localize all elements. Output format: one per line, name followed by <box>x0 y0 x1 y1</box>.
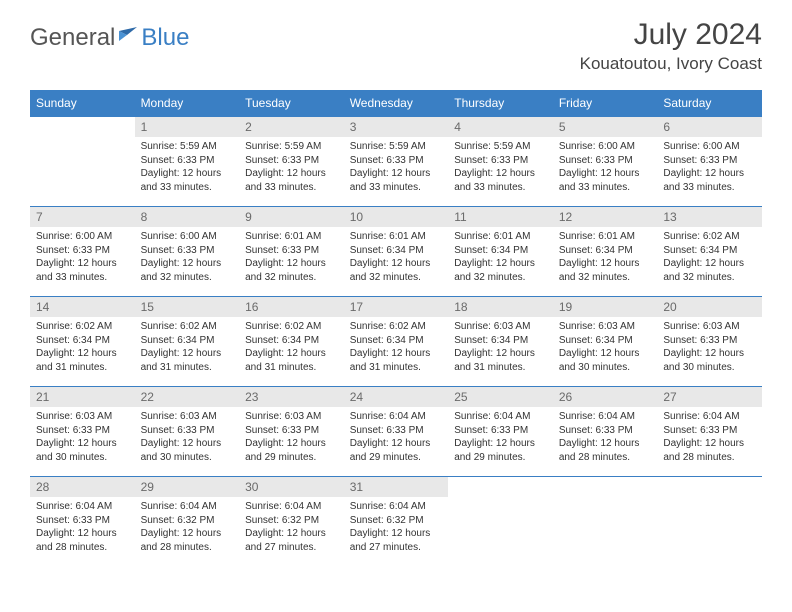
day-content-cell: Sunrise: 6:02 AMSunset: 6:34 PMDaylight:… <box>239 317 344 387</box>
calendar-table: SundayMondayTuesdayWednesdayThursdayFrid… <box>30 90 762 566</box>
day-number-cell: 7 <box>30 207 135 228</box>
day-number-row: 123456 <box>30 117 762 138</box>
day-number-cell: 3 <box>344 117 449 138</box>
weekday-header: Thursday <box>448 90 553 117</box>
logo-word2: Blue <box>141 24 189 52</box>
day-content-cell <box>657 497 762 566</box>
day-content-row: Sunrise: 6:03 AMSunset: 6:33 PMDaylight:… <box>30 407 762 477</box>
calendar-page: General Blue July 2024 Kouatoutou, Ivory… <box>0 0 792 576</box>
day-number-cell: 21 <box>30 387 135 408</box>
weekday-header: Friday <box>553 90 658 117</box>
day-content-cell: Sunrise: 6:01 AMSunset: 6:34 PMDaylight:… <box>553 227 658 297</box>
day-number-cell: 14 <box>30 297 135 318</box>
day-content-cell: Sunrise: 6:03 AMSunset: 6:33 PMDaylight:… <box>239 407 344 477</box>
day-number-cell <box>657 477 762 498</box>
day-number-cell: 19 <box>553 297 658 318</box>
day-number-cell: 10 <box>344 207 449 228</box>
day-content-cell: Sunrise: 6:00 AMSunset: 6:33 PMDaylight:… <box>135 227 240 297</box>
day-number-row: 14151617181920 <box>30 297 762 318</box>
day-content-cell: Sunrise: 5:59 AMSunset: 6:33 PMDaylight:… <box>448 137 553 207</box>
day-content-cell: Sunrise: 6:04 AMSunset: 6:33 PMDaylight:… <box>553 407 658 477</box>
day-number-cell <box>30 117 135 138</box>
day-content-cell: Sunrise: 6:00 AMSunset: 6:33 PMDaylight:… <box>30 227 135 297</box>
title-block: July 2024 Kouatoutou, Ivory Coast <box>580 18 762 74</box>
weekday-header: Saturday <box>657 90 762 117</box>
day-content-row: Sunrise: 6:00 AMSunset: 6:33 PMDaylight:… <box>30 227 762 297</box>
day-content-cell: Sunrise: 6:01 AMSunset: 6:33 PMDaylight:… <box>239 227 344 297</box>
day-number-cell: 23 <box>239 387 344 408</box>
day-number-cell: 30 <box>239 477 344 498</box>
day-number-cell: 29 <box>135 477 240 498</box>
day-content-cell: Sunrise: 6:03 AMSunset: 6:33 PMDaylight:… <box>657 317 762 387</box>
day-content-cell: Sunrise: 6:04 AMSunset: 6:32 PMDaylight:… <box>239 497 344 566</box>
weekday-header: Monday <box>135 90 240 117</box>
day-content-cell: Sunrise: 6:00 AMSunset: 6:33 PMDaylight:… <box>553 137 658 207</box>
weekday-header-row: SundayMondayTuesdayWednesdayThursdayFrid… <box>30 90 762 117</box>
day-number-cell: 15 <box>135 297 240 318</box>
day-content-cell: Sunrise: 6:02 AMSunset: 6:34 PMDaylight:… <box>30 317 135 387</box>
logo-word1: General <box>30 24 115 52</box>
day-number-cell: 24 <box>344 387 449 408</box>
day-content-cell: Sunrise: 6:04 AMSunset: 6:32 PMDaylight:… <box>135 497 240 566</box>
title-month: July 2024 <box>580 18 762 52</box>
day-number-cell: 6 <box>657 117 762 138</box>
day-content-cell: Sunrise: 6:03 AMSunset: 6:34 PMDaylight:… <box>553 317 658 387</box>
weekday-header: Tuesday <box>239 90 344 117</box>
day-content-cell: Sunrise: 6:04 AMSunset: 6:33 PMDaylight:… <box>344 407 449 477</box>
day-number-cell: 8 <box>135 207 240 228</box>
day-content-cell: Sunrise: 6:02 AMSunset: 6:34 PMDaylight:… <box>135 317 240 387</box>
weekday-header: Wednesday <box>344 90 449 117</box>
day-number-cell: 20 <box>657 297 762 318</box>
day-number-cell: 9 <box>239 207 344 228</box>
day-content-cell: Sunrise: 5:59 AMSunset: 6:33 PMDaylight:… <box>239 137 344 207</box>
day-number-cell: 31 <box>344 477 449 498</box>
day-content-cell: Sunrise: 6:01 AMSunset: 6:34 PMDaylight:… <box>344 227 449 297</box>
weekday-header: Sunday <box>30 90 135 117</box>
day-content-cell: Sunrise: 6:04 AMSunset: 6:33 PMDaylight:… <box>657 407 762 477</box>
page-header: General Blue July 2024 Kouatoutou, Ivory… <box>30 18 762 74</box>
title-location: Kouatoutou, Ivory Coast <box>580 54 762 74</box>
day-number-cell: 16 <box>239 297 344 318</box>
day-content-cell: Sunrise: 6:02 AMSunset: 6:34 PMDaylight:… <box>344 317 449 387</box>
day-content-cell: Sunrise: 6:03 AMSunset: 6:33 PMDaylight:… <box>30 407 135 477</box>
day-content-cell <box>30 137 135 207</box>
day-number-cell: 11 <box>448 207 553 228</box>
day-number-cell: 5 <box>553 117 658 138</box>
day-number-cell: 25 <box>448 387 553 408</box>
day-content-cell <box>553 497 658 566</box>
day-content-cell: Sunrise: 5:59 AMSunset: 6:33 PMDaylight:… <box>135 137 240 207</box>
day-number-cell: 17 <box>344 297 449 318</box>
calendar-body: 123456Sunrise: 5:59 AMSunset: 6:33 PMDay… <box>30 117 762 567</box>
day-number-cell: 18 <box>448 297 553 318</box>
day-content-cell: Sunrise: 6:03 AMSunset: 6:34 PMDaylight:… <box>448 317 553 387</box>
day-number-cell <box>448 477 553 498</box>
logo-flag-icon <box>119 24 141 52</box>
day-content-cell: Sunrise: 6:04 AMSunset: 6:32 PMDaylight:… <box>344 497 449 566</box>
day-number-cell: 28 <box>30 477 135 498</box>
day-number-row: 21222324252627 <box>30 387 762 408</box>
day-number-cell <box>553 477 658 498</box>
day-number-row: 28293031 <box>30 477 762 498</box>
logo: General Blue <box>30 18 189 52</box>
day-number-cell: 22 <box>135 387 240 408</box>
day-content-cell: Sunrise: 6:04 AMSunset: 6:33 PMDaylight:… <box>448 407 553 477</box>
day-number-cell: 12 <box>553 207 658 228</box>
day-number-cell: 4 <box>448 117 553 138</box>
day-content-row: Sunrise: 6:04 AMSunset: 6:33 PMDaylight:… <box>30 497 762 566</box>
day-content-cell: Sunrise: 6:03 AMSunset: 6:33 PMDaylight:… <box>135 407 240 477</box>
day-content-cell: Sunrise: 6:00 AMSunset: 6:33 PMDaylight:… <box>657 137 762 207</box>
day-content-row: Sunrise: 6:02 AMSunset: 6:34 PMDaylight:… <box>30 317 762 387</box>
day-number-cell: 26 <box>553 387 658 408</box>
day-content-cell <box>448 497 553 566</box>
day-number-cell: 2 <box>239 117 344 138</box>
day-number-cell: 13 <box>657 207 762 228</box>
day-content-cell: Sunrise: 6:02 AMSunset: 6:34 PMDaylight:… <box>657 227 762 297</box>
day-content-cell: Sunrise: 5:59 AMSunset: 6:33 PMDaylight:… <box>344 137 449 207</box>
day-content-row: Sunrise: 5:59 AMSunset: 6:33 PMDaylight:… <box>30 137 762 207</box>
day-content-cell: Sunrise: 6:01 AMSunset: 6:34 PMDaylight:… <box>448 227 553 297</box>
day-content-cell: Sunrise: 6:04 AMSunset: 6:33 PMDaylight:… <box>30 497 135 566</box>
day-number-cell: 27 <box>657 387 762 408</box>
day-number-cell: 1 <box>135 117 240 138</box>
day-number-row: 78910111213 <box>30 207 762 228</box>
